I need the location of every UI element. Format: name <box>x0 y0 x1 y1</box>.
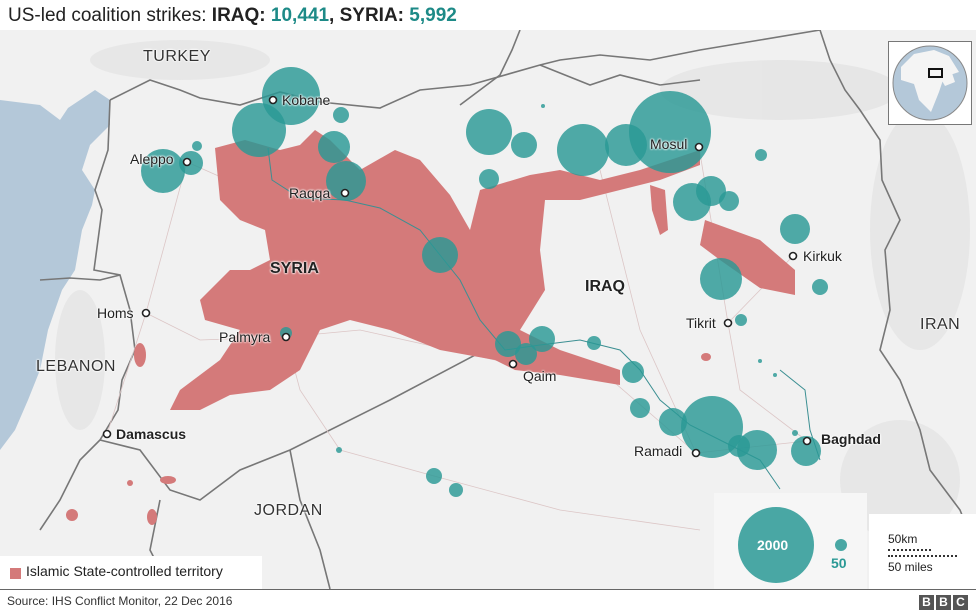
syria-strike-count: 5,992 <box>409 5 457 26</box>
city-label-tikrit: Tikrit <box>686 315 716 331</box>
scale-km-line <box>888 549 931 551</box>
strike-circle <box>557 124 609 176</box>
strike-circle <box>587 336 601 350</box>
city-label-kirkuk: Kirkuk <box>803 248 842 264</box>
strike-circle <box>479 169 499 189</box>
city-marker-icon <box>802 436 812 446</box>
city-marker-icon <box>281 332 291 342</box>
strike-circle <box>737 430 777 470</box>
strike-circle <box>333 107 349 123</box>
strike-circle <box>422 237 458 273</box>
country-label-turkey: TURKEY <box>143 48 211 65</box>
scale-bar: 50km 50 miles <box>869 514 976 589</box>
city-marker-icon <box>508 359 518 369</box>
strike-circle <box>696 176 726 206</box>
footer: Source: IHS Conflict Monitor, 22 Dec 201… <box>0 589 976 615</box>
city-label-raqqa: Raqqa <box>289 185 331 201</box>
strike-circle <box>630 398 650 418</box>
basemap <box>0 30 976 589</box>
city-marker-icon <box>691 448 701 458</box>
strike-circle <box>773 373 777 377</box>
city-label-homs: Homs <box>97 305 134 321</box>
globe-icon <box>892 45 968 121</box>
territory-swatch <box>10 568 21 579</box>
strike-circle <box>755 149 767 161</box>
territory-legend: Islamic State-controlled territory <box>0 556 262 589</box>
bbc-logo-letter: B <box>936 595 951 610</box>
iraq-strike-count: 10,441 <box>270 5 330 26</box>
strike-circle <box>792 430 798 436</box>
city-marker-icon <box>102 429 112 439</box>
strike-circle <box>622 361 644 383</box>
city-marker-icon <box>788 251 798 261</box>
city-marker-icon <box>723 318 733 328</box>
region-marker <box>928 68 943 78</box>
strike-circle <box>326 161 366 201</box>
scale-km-label: 50km <box>888 532 918 546</box>
city-label-qaim: Qaim <box>523 368 557 384</box>
strike-circle <box>449 483 463 497</box>
city-label-aleppo: Aleppo <box>130 151 174 167</box>
mediterranean-sea <box>0 90 110 450</box>
strike-circle <box>495 331 521 357</box>
country-label-iran: IRAN <box>920 316 961 333</box>
strike-circle <box>681 396 743 458</box>
city-marker-icon <box>340 188 350 198</box>
strike-circle <box>719 191 739 211</box>
strike-circle <box>511 132 537 158</box>
territory-legend-label: Islamic State-controlled territory <box>26 563 223 579</box>
strike-circle <box>336 447 342 453</box>
title-separator: , <box>329 5 340 26</box>
chart-title: US-led coalition strikes: IRAQ: 10,441, … <box>8 4 457 28</box>
country-label-syria: SYRIA <box>270 260 319 277</box>
country-borders <box>39 30 976 589</box>
locator-globe-inset <box>888 41 972 125</box>
strike-circle <box>700 258 742 300</box>
strike-circle <box>659 408 687 436</box>
city-label-palmyra: Palmyra <box>219 329 271 345</box>
title-prefix: US-led coalition strikes: <box>8 5 212 26</box>
iraq-label: IRAQ: <box>211 5 271 26</box>
strike-circle <box>529 326 555 352</box>
city-label-damascus: Damascus <box>116 426 187 442</box>
city-marker-icon <box>141 308 151 318</box>
strike-circle <box>812 279 828 295</box>
city-marker-icon <box>182 157 192 167</box>
scale-miles-line <box>888 555 957 557</box>
city-marker-icon <box>694 142 704 152</box>
city-marker-icon <box>268 95 278 105</box>
city-label-mosul: Mosul <box>650 136 688 152</box>
city-label-baghdad: Baghdad <box>821 431 881 447</box>
strike-circle <box>318 131 350 163</box>
syria-label: SYRIA: <box>339 5 410 26</box>
source-note: Source: IHS Conflict Monitor, 22 Dec 201… <box>7 594 233 608</box>
strike-circle <box>426 468 442 484</box>
strike-circle <box>780 214 810 244</box>
country-label-jordan: JORDAN <box>254 502 323 519</box>
terrain-shading <box>55 40 970 540</box>
city-label-ramadi: Ramadi <box>634 443 683 459</box>
strike-circle <box>541 104 545 108</box>
country-label-lebanon: LEBANON <box>36 358 116 375</box>
strike-circle <box>232 103 286 157</box>
big-circle-value: 2000 <box>757 537 789 553</box>
strike-circle <box>466 109 512 155</box>
scale-miles-label: 50 miles <box>888 560 933 574</box>
small-circle-value: 50 <box>831 555 847 571</box>
city-label-kobane: Kobane <box>282 92 331 108</box>
strike-circle <box>141 149 185 193</box>
strike-circle <box>192 141 202 151</box>
bbc-logo-letter: B <box>919 595 934 610</box>
strike-circle <box>629 91 711 173</box>
strike-circle <box>735 314 747 326</box>
bbc-logo-letter: C <box>953 595 968 610</box>
strike-circle <box>791 436 821 466</box>
strike-circles-layer <box>102 67 828 497</box>
strike-circle <box>758 359 762 363</box>
map-area: Kobane Aleppo Raqqa Mosul Kirkuk Homs Palmyra T… <box>0 30 976 589</box>
circle-size-legend: 2000 50 <box>714 493 867 589</box>
bbc-logo: B B C <box>919 595 968 610</box>
country-label-iraq: IRAQ <box>585 278 625 295</box>
strike-circle <box>515 343 537 365</box>
